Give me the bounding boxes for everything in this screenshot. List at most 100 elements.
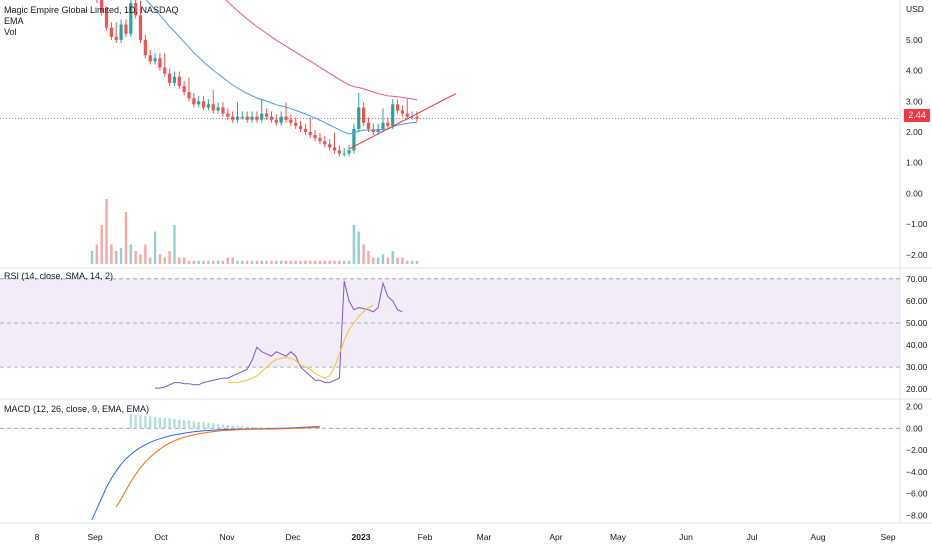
candle-body — [201, 101, 206, 108]
time-tick-label: Jun — [679, 532, 693, 542]
volume-bar — [178, 257, 181, 264]
candle-body — [318, 138, 322, 142]
price-tick-label: 0.00 — [906, 188, 923, 198]
volume-bar — [139, 254, 142, 264]
rsi-tick-label: 70.00 — [906, 274, 928, 284]
candle-body — [119, 24, 123, 40]
rsi-tick-label: 50.00 — [906, 318, 928, 328]
candle-body — [347, 150, 351, 154]
volume-bar — [299, 260, 302, 264]
volume-bar — [236, 260, 239, 264]
volume-bar — [260, 260, 263, 264]
candle-body — [206, 104, 210, 108]
macd-histogram-bar — [333, 427, 336, 429]
candle-body — [221, 107, 225, 114]
macd-histogram-bar — [323, 427, 326, 429]
candle-body — [265, 113, 269, 117]
macd-histogram-bar — [207, 422, 210, 429]
volume-bar — [231, 257, 234, 264]
candle-body — [129, 3, 133, 34]
macd-tick-label: −2.00 — [906, 445, 928, 455]
candle-body — [255, 116, 259, 120]
volume-bar — [391, 251, 394, 264]
candle-body — [395, 104, 400, 111]
candle-body — [294, 122, 298, 126]
candle-body — [298, 125, 303, 129]
macd-histogram-bar — [318, 427, 322, 429]
macd-tick-label: −6.00 — [906, 489, 928, 499]
vol-legend-label[interactable]: Vol — [4, 27, 17, 37]
macd-histogram-bar — [168, 418, 171, 429]
volume-bar — [226, 257, 229, 264]
macd-legend-label[interactable]: MACD (12, 26, close, 9, EMA, EMA) — [4, 404, 150, 414]
candle-body — [104, 12, 109, 28]
macd-histogram-bar — [153, 416, 157, 429]
time-tick-label: 8 — [35, 532, 40, 542]
volume-bar — [202, 260, 205, 264]
price-tick-label: 1.00 — [906, 158, 923, 168]
macd-histogram-bar — [134, 414, 137, 429]
volume-bar — [246, 260, 249, 264]
candle-body — [114, 36, 118, 40]
macd-histogram-bar — [197, 421, 200, 429]
trendline — [348, 93, 456, 150]
macd-histogram-bar — [236, 426, 239, 429]
candle-body — [124, 24, 128, 34]
ema-legend-label[interactable]: EMA — [4, 16, 24, 26]
volume-bar — [294, 260, 297, 264]
rsi-tick-label: 30.00 — [906, 362, 928, 372]
time-tick-label: Sep — [880, 532, 895, 542]
candle-body — [163, 67, 167, 74]
macd-histogram-bar — [260, 427, 263, 429]
candle-body — [323, 141, 327, 145]
time-tick-label: Oct — [154, 532, 168, 542]
candle-body — [303, 128, 307, 132]
macd-histogram-bar — [226, 425, 229, 429]
candle-body — [337, 150, 341, 154]
volume-bar — [284, 260, 288, 264]
macd-histogram-bar — [158, 417, 162, 429]
candle-body — [400, 110, 404, 114]
volume-bar — [153, 231, 157, 264]
macd-histogram-bar — [328, 427, 331, 429]
volume-bar — [241, 260, 244, 264]
candle-body — [381, 122, 385, 129]
volume-bar — [149, 257, 152, 264]
volume-bar — [100, 225, 103, 264]
volume-bar — [173, 225, 176, 264]
volume-bar — [381, 254, 385, 264]
volume-bar — [289, 260, 293, 264]
volume-bar — [406, 260, 409, 264]
volume-bar — [279, 260, 283, 264]
price-tick-label: 3.00 — [906, 96, 923, 106]
volume-bar — [328, 260, 331, 264]
volume-bar — [318, 260, 322, 264]
candle-body — [352, 128, 356, 151]
macd-histogram-bar — [221, 424, 225, 429]
candle-body — [231, 116, 235, 120]
macd-tick-label: −8.00 — [906, 510, 928, 520]
volume-bar — [182, 257, 186, 264]
candle-body — [134, 3, 138, 16]
volume-bar — [265, 260, 268, 264]
candle-body — [328, 144, 332, 148]
time-tick-label: Apr — [549, 532, 562, 542]
currency-label: USD — [906, 4, 924, 14]
volume-bar — [144, 244, 147, 264]
macd-histogram-bar — [246, 426, 249, 429]
volume-bar — [124, 212, 128, 264]
volume-bar — [110, 244, 113, 264]
volume-bar — [333, 260, 336, 264]
macd-legend: MACD (12, 26, close, 9, EMA, EMA) — [4, 404, 149, 415]
candle-body — [313, 135, 317, 139]
candle-body — [153, 58, 157, 62]
volume-bar — [352, 225, 356, 264]
macd-histogram-bar — [182, 420, 186, 429]
rsi-legend-label[interactable]: RSI (14, close, SMA, 14, 2) — [4, 271, 114, 281]
volume-bar — [362, 244, 365, 264]
candle-body — [279, 116, 283, 123]
candle-body — [332, 147, 337, 151]
price-tick-label: −1.00 — [906, 219, 928, 229]
volume-bar — [158, 254, 162, 264]
